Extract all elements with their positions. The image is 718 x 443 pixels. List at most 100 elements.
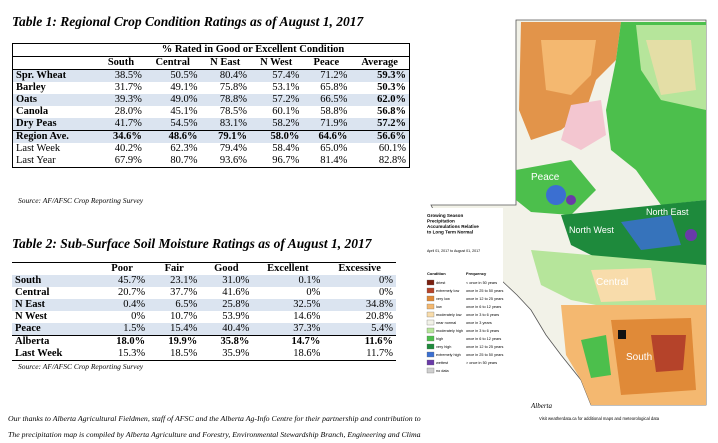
map-legend-title: Growing Season Precipitation Accumulations…	[427, 213, 479, 235]
table1-cell: 58.8%	[320, 106, 348, 117]
table1-cell: 58.2%	[249, 118, 303, 131]
table1-cell: 38.5%	[97, 69, 145, 82]
legend-frequency: once in 3 to 6 years	[466, 329, 499, 333]
table1-cell: 65.8%	[320, 82, 348, 93]
table1-cell: 65.0%	[320, 143, 348, 154]
table1-cell: 81.4%	[320, 155, 348, 166]
legend-condition: low	[436, 305, 442, 309]
legend-swatch	[426, 351, 435, 358]
table2-cell: 18.0%	[96, 335, 149, 348]
map-region-peace: Peace	[531, 172, 560, 183]
table2-source: Source: AF/AFSC Crop Reporting Survey	[18, 362, 144, 371]
table1-col-header: Central	[144, 56, 201, 70]
legend-frequency: once in 12 to 25 years	[466, 297, 503, 301]
table2-row: Alberta 18.0% 19.9% 35.8% 14.7% 11.6%	[12, 335, 396, 348]
legend-swatch	[426, 287, 435, 294]
legend-condition: no data	[436, 369, 450, 373]
legend-condition: extremely high	[436, 353, 461, 357]
table1-row-label: Last Week	[16, 143, 61, 154]
table1-column-header-row: South Central N East N West Peace Averag…	[12, 56, 410, 70]
table1-col-header: Peace	[302, 56, 351, 70]
legend-frequency: < once in 50 years	[466, 281, 497, 285]
table2-col-header: Fair	[164, 263, 184, 274]
table2-cell: 20.7%	[118, 287, 146, 298]
legend-swatch	[426, 359, 435, 366]
table1-row: Oats 39.3% 49.0% 78.8% 57.2% 66.5% 62.0%	[12, 94, 410, 106]
table1-cell: 57.2%	[249, 94, 303, 106]
map-region-south: South	[626, 352, 652, 363]
table1-row-label: Last Year	[16, 155, 56, 166]
table2-cell: 1.5%	[96, 323, 149, 336]
table2-cell: 15.4%	[148, 323, 201, 336]
map-region-north-east: North East	[646, 207, 689, 217]
table2-cell: 20.8%	[365, 311, 393, 322]
table1-cell: 66.5%	[302, 94, 351, 106]
table1-cell: 83.1%	[200, 118, 250, 131]
legend-condition: very high	[436, 345, 451, 349]
table1-title: Table 1: Regional Crop Condition Ratings…	[12, 14, 364, 29]
table1-cell: 60.1%	[272, 106, 300, 117]
table1-cell: 50.5%	[144, 69, 201, 82]
legend-frequency: once in 6 to 12 years	[466, 305, 501, 309]
table1-cell: 57.4%	[249, 69, 303, 82]
table2-cell: 45.7%	[96, 275, 149, 287]
table1-row-label: Dry Peas	[12, 118, 97, 131]
table2-cell: 32.5%	[252, 299, 324, 311]
precipitation-map: Peace North West North East Central Sout…	[421, 0, 718, 443]
legend-condition: driest	[436, 281, 446, 285]
table2-cell: 37.7%	[170, 287, 198, 298]
table1-cell: 71.2%	[302, 69, 351, 82]
table2-cell: 23.1%	[148, 275, 201, 287]
table2-row: Last Week 15.3% 18.5% 35.9% 18.6% 11.7%	[12, 348, 396, 361]
table1-cell: 58.4%	[272, 143, 300, 154]
table1-cell: 59.3%	[350, 69, 410, 82]
table2-row: Peace 1.5% 15.4% 40.4% 37.3% 5.4%	[12, 323, 396, 336]
table2-col-header: Poor	[111, 263, 133, 274]
table1-row: Barley 31.7% 49.1% 75.8% 53.1% 65.8% 50.3%	[13, 82, 410, 94]
table1-cell: 93.6%	[219, 155, 247, 166]
table1-cell: 62.0%	[350, 94, 410, 106]
table2-cell: 53.9%	[222, 311, 250, 322]
legend-frequency: once in 3 years	[466, 321, 492, 325]
map-footnote: Visit weatherdata.ca for additional maps…	[539, 416, 660, 421]
table1-row-label: Oats	[12, 94, 97, 106]
legend-condition: very low	[436, 297, 450, 301]
table1-row: Last Year 67.9% 80.7% 93.6% 96.7% 81.4% 82.8%	[13, 155, 410, 168]
map-legend-date: April 01, 2017 to August 01, 2017	[427, 249, 480, 253]
table2-cell: 18.6%	[293, 348, 321, 359]
table1-cell: 48.6%	[144, 130, 201, 143]
footer-map-credit: The precipitation map is compiled by Alb…	[8, 430, 481, 439]
legend-condition: near normal	[436, 321, 456, 325]
table1-cell: 79.1%	[200, 130, 250, 143]
table1-cell: 71.9%	[302, 118, 351, 131]
legend-frequency: once in 3 to 6 years	[466, 313, 499, 317]
table1-cell: 57.2%	[350, 118, 410, 131]
table1-cell: 34.6%	[97, 130, 145, 143]
table2-cell: 10.7%	[170, 311, 198, 322]
table1-cell: 96.7%	[272, 155, 300, 166]
table1-cell: 80.7%	[170, 155, 198, 166]
legend-swatch	[426, 335, 435, 342]
table1-cell: 79.4%	[219, 143, 247, 154]
footer-thanks: Our thanks to Alberta Agricultural Field…	[8, 414, 540, 423]
table2-cell: 15.3%	[118, 348, 146, 359]
table2-cell: 0%	[131, 311, 146, 322]
table1-row: Canola 28.0% 45.1% 78.5% 60.1% 58.8% 56.8%	[13, 106, 410, 118]
legend-swatch	[426, 319, 435, 326]
legend-swatch	[426, 303, 435, 310]
legend-frequency: once in 6 to 12 years	[466, 337, 501, 341]
table1-span-header-row: % Rated in Good or Excellent Condition	[12, 43, 410, 57]
table1-row-label: Canola	[16, 106, 49, 117]
table2-row: Central 20.7% 37.7% 41.6% 0% 0%	[12, 287, 396, 299]
table2-title: Table 2: Sub-Surface Soil Moisture Ratin…	[12, 236, 372, 251]
alberta-logo: Alberta	[530, 402, 552, 410]
table2-cell: 0%	[323, 275, 396, 287]
legend-condition-header: Condition	[427, 271, 446, 276]
table1-span-header: % Rated in Good or Excellent Condition	[97, 43, 410, 57]
table2-cell: 11.7%	[366, 348, 393, 359]
table2-col-header: Good	[214, 263, 239, 274]
table1-row: Spr. Wheat 38.5% 50.5% 80.4% 57.4% 71.2% 59.3%	[12, 69, 410, 82]
table2-cell: 25.8%	[200, 299, 253, 311]
table2-cell: 35.8%	[200, 335, 253, 348]
table2-row-label: Last Week	[15, 348, 63, 359]
